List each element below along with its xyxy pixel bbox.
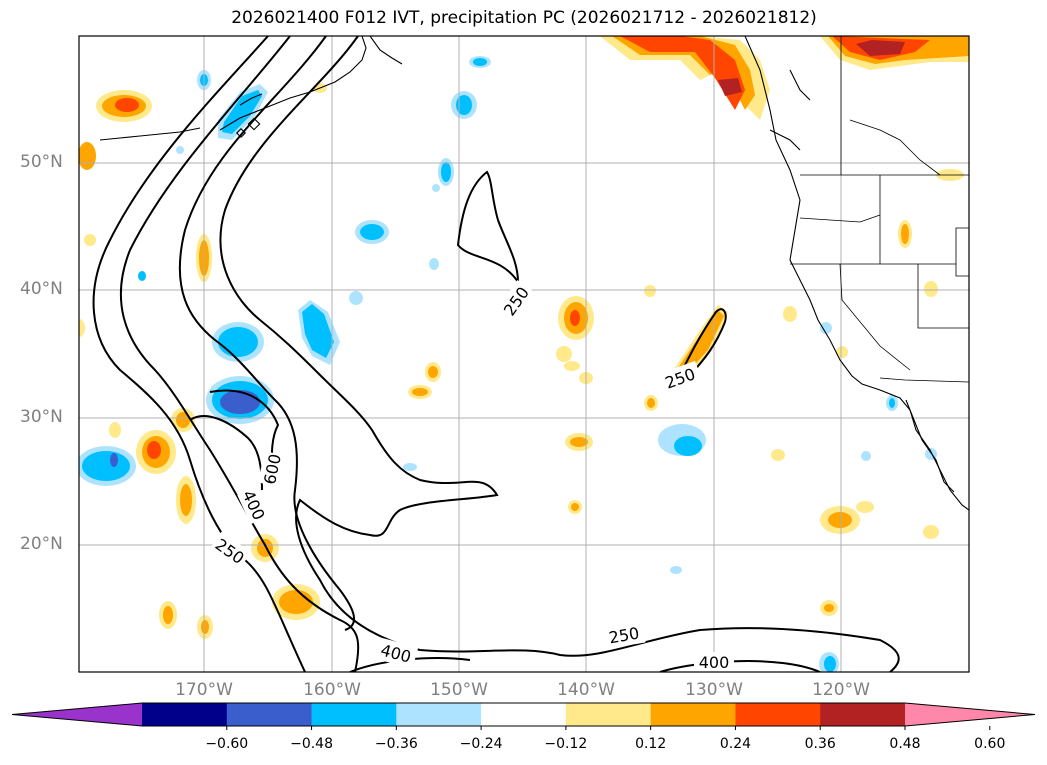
colorbar-tick-label: −0.60: [205, 736, 249, 752]
lon-label-160w: 160°W: [303, 680, 361, 700]
lon-label-120w: 120°W: [812, 680, 870, 700]
colorbar-swatch: [650, 703, 736, 726]
ivt-contours: [92, 36, 900, 672]
colorbar-tick-label: 0.36: [804, 736, 836, 752]
colorbar-swatch: [565, 703, 652, 726]
colorbar: [11, 702, 1036, 730]
positive-precip-shading: [79, 36, 969, 639]
colorbar-extend-min: [12, 703, 142, 726]
colorbar-swatch: [311, 703, 397, 726]
colorbar-tick-label: −0.12: [544, 736, 588, 752]
map-title: 2026021400 F012 IVT, precipitation PC (2…: [231, 8, 817, 28]
map-frame: [78, 35, 970, 673]
colorbar-tick-label: −0.36: [374, 736, 418, 752]
coastlines: [99, 36, 969, 511]
negative-precip-shading: [79, 56, 937, 672]
lat-label-40n: 40°N: [20, 279, 63, 299]
colorbar-swatch: [226, 703, 313, 726]
lon-label-170w: 170°W: [175, 680, 233, 700]
lon-label-140w: 140°W: [557, 680, 615, 700]
colorbar-swatch: [735, 703, 821, 726]
contour-label: 400: [699, 653, 730, 672]
lat-label-20n: 20°N: [20, 534, 63, 554]
colorbar-outline: [11, 702, 1036, 727]
colorbar-tick-label: 0.24: [719, 736, 752, 752]
lon-label-150w: 150°W: [430, 680, 488, 700]
colorbar-tick-label: 0.48: [889, 736, 921, 752]
colorbar-swatch: [820, 703, 906, 726]
colorbar-swatch: [396, 703, 482, 726]
political-borders: [790, 36, 969, 383]
colorbar-tick-label: −0.48: [290, 736, 333, 752]
colorbar-tick-label: 0.60: [974, 736, 1006, 752]
colorbar-extend-max: [905, 703, 1035, 726]
map-area: 250 250 600 400 250 250 400 400: [79, 36, 969, 672]
lat-label-50n: 50°N: [20, 152, 63, 172]
colorbar-swatch: [481, 703, 567, 726]
colorbar-swatch: [142, 703, 228, 726]
colorbar-tick-label: 0.12: [635, 736, 667, 752]
lon-label-130w: 130°W: [685, 680, 743, 700]
lat-label-30n: 30°N: [20, 407, 63, 427]
colorbar-tick-label: −0.24: [459, 736, 503, 752]
